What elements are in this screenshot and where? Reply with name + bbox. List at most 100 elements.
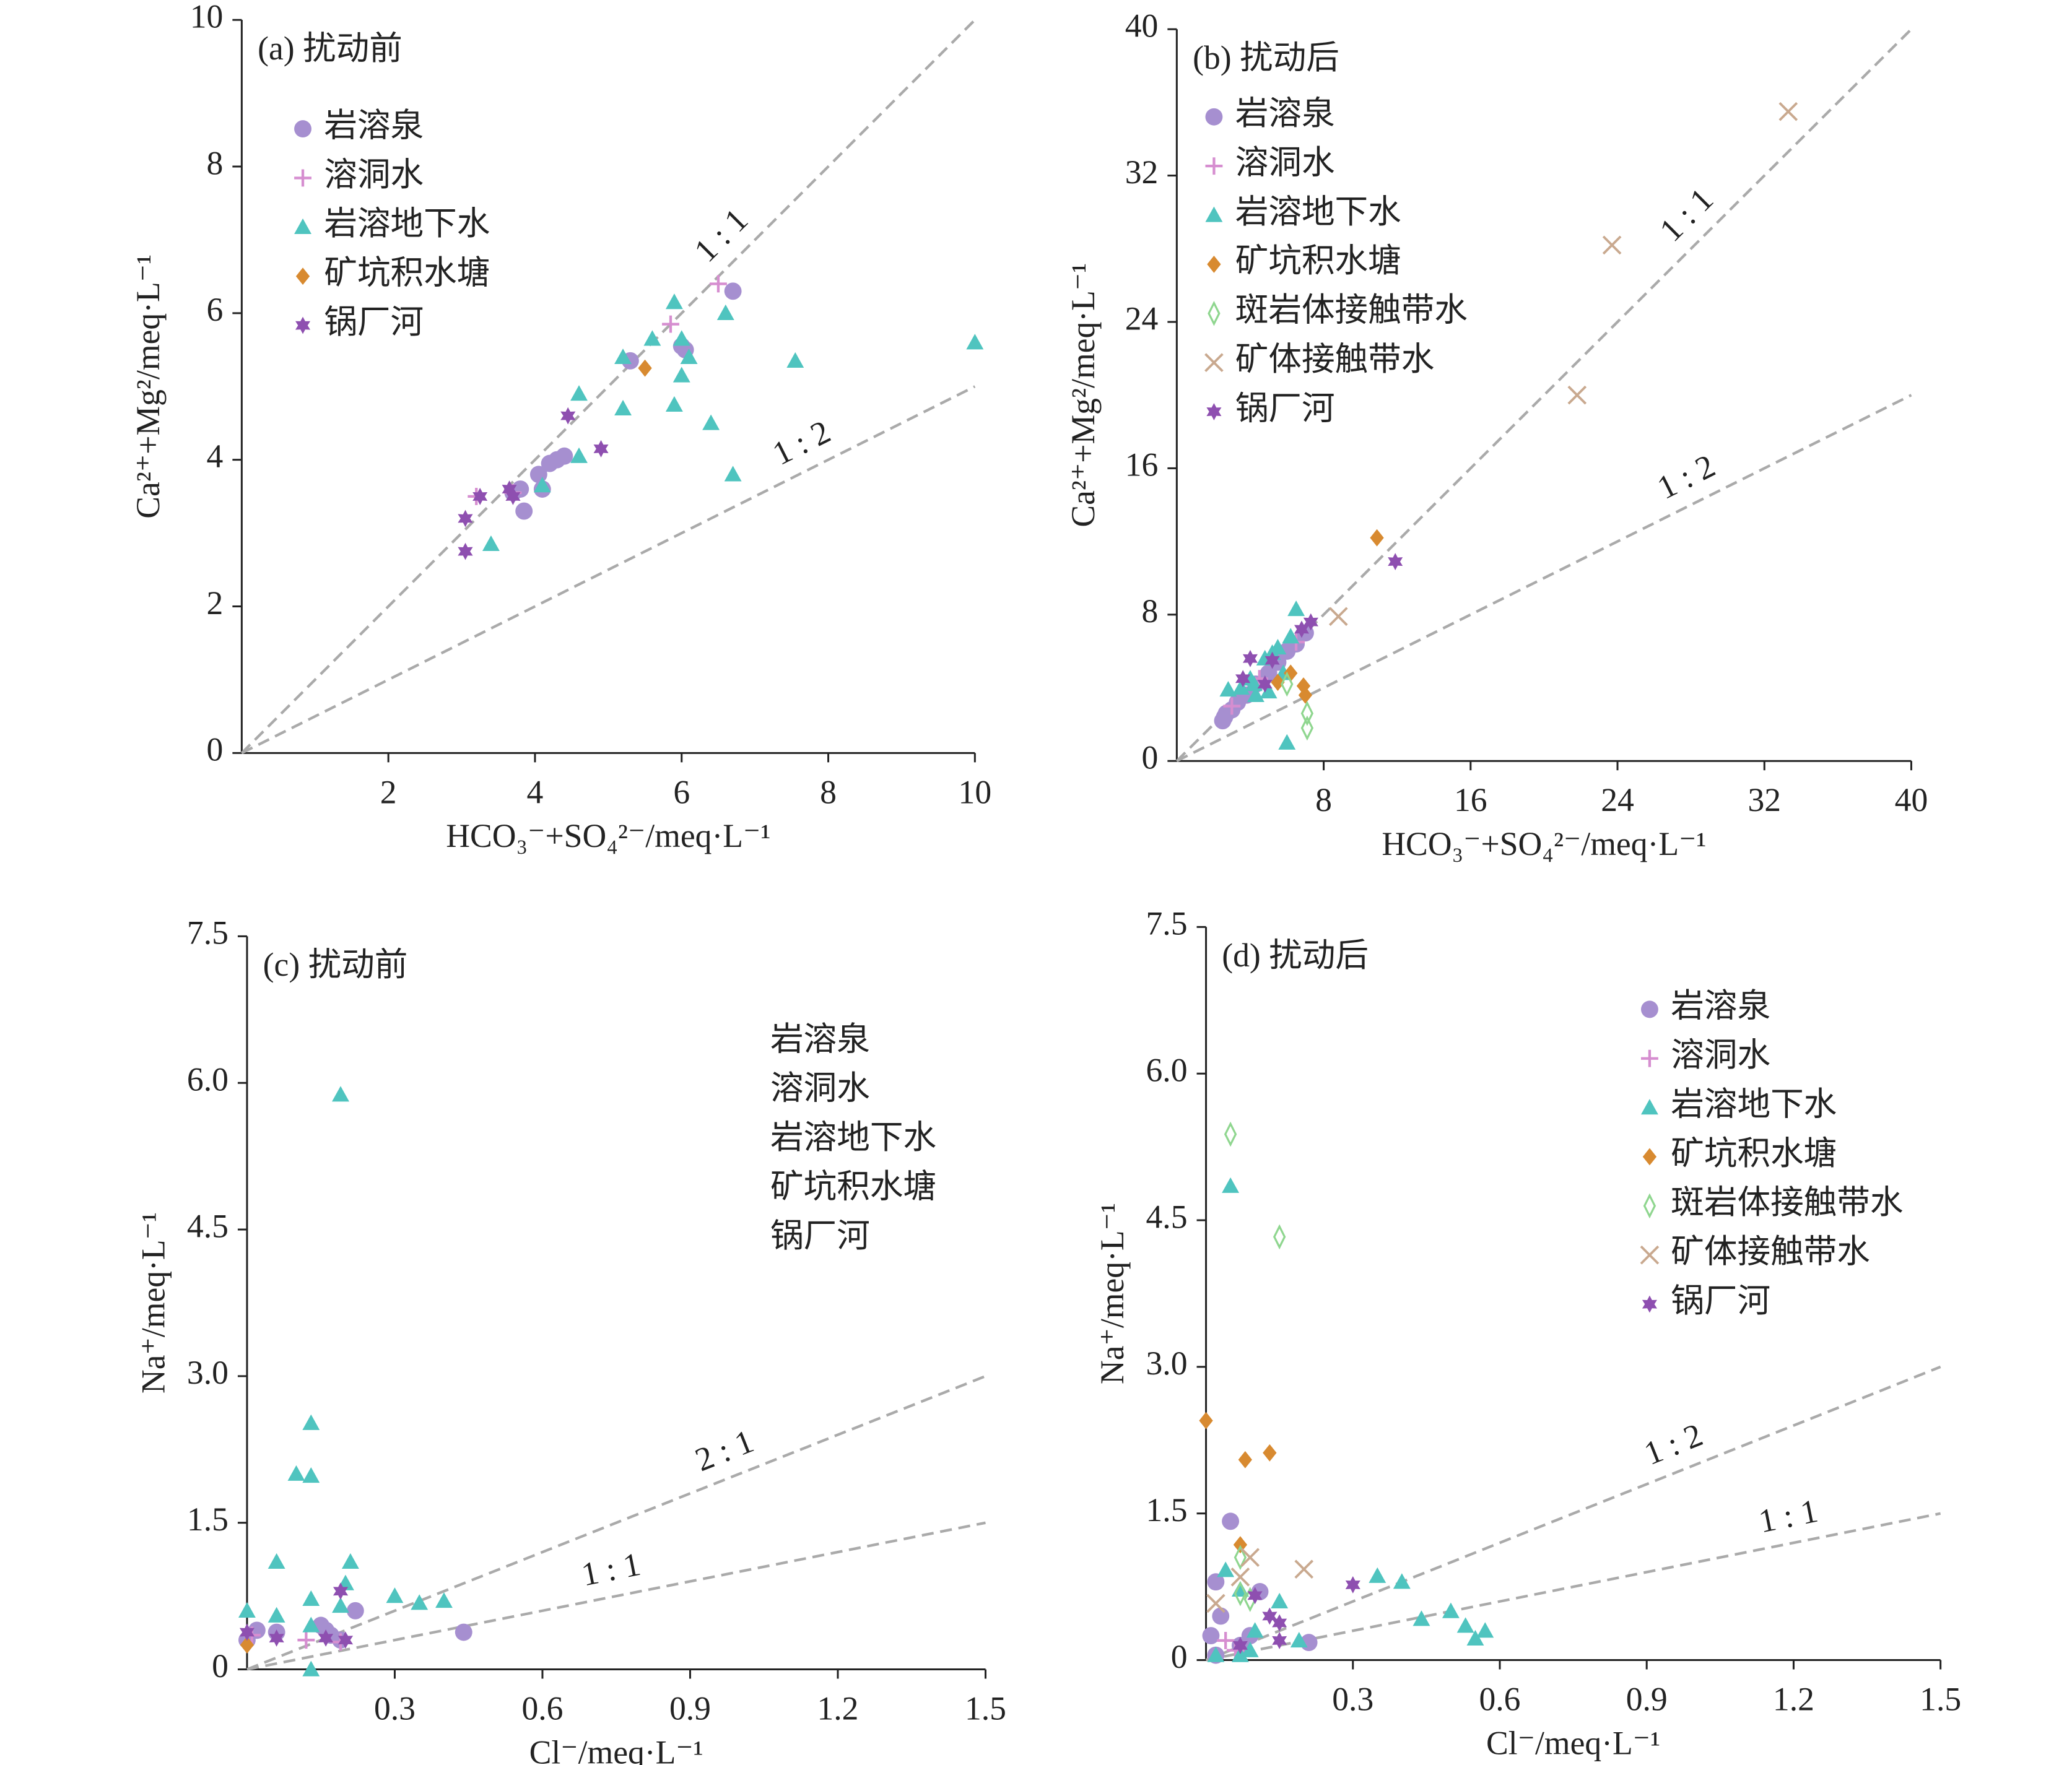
point <box>665 396 683 412</box>
legend-label: 锅厂河 <box>770 1217 870 1254</box>
legend-label: 矿坑积水塘 <box>1671 1135 1837 1172</box>
legend-marker <box>1640 1000 1658 1018</box>
point <box>1246 1622 1264 1638</box>
point <box>638 359 652 377</box>
point <box>1207 1573 1225 1591</box>
x-tick-label: 1.5 <box>1920 1680 1961 1717</box>
x-axis-label: HCO₃⁻+SO₄²⁻/meq·L⁻¹ <box>1382 825 1706 862</box>
point <box>1298 686 1313 704</box>
point <box>472 487 488 505</box>
point <box>1273 1224 1286 1250</box>
point <box>614 399 632 415</box>
y-tick-label: 2 <box>207 584 224 622</box>
y-tick-label: 4 <box>207 438 224 475</box>
legend-marker <box>1640 1099 1658 1115</box>
point <box>702 414 720 430</box>
legend-label: 矿坑积水塘 <box>324 254 490 292</box>
y-tick-label: 32 <box>1125 154 1159 191</box>
point <box>318 1629 334 1647</box>
reference-line <box>1176 394 1912 763</box>
point <box>502 480 517 498</box>
point <box>302 1590 320 1607</box>
reference-line <box>246 1374 986 1671</box>
x-tick-label: 0.3 <box>1332 1680 1373 1717</box>
point <box>1222 1512 1240 1530</box>
point <box>1287 600 1305 617</box>
panel-title: (a) 扰动前 <box>258 30 403 67</box>
point <box>1224 1121 1237 1147</box>
x-tick-label: 0.6 <box>1479 1680 1520 1717</box>
point <box>1345 1576 1360 1594</box>
panel-title: (c) 扰动前 <box>263 946 408 983</box>
point <box>505 487 521 505</box>
point <box>337 1631 354 1649</box>
x-tick-label: 1.5 <box>965 1690 1006 1727</box>
reference-line <box>1206 1512 1941 1662</box>
reference-label: 1 : 1 <box>687 201 755 269</box>
legend-marker <box>1206 403 1222 420</box>
point <box>386 1587 404 1603</box>
point <box>673 366 690 383</box>
reference-label: 1 : 1 <box>578 1545 643 1593</box>
legend-label: 岩溶地下水 <box>1671 1085 1837 1122</box>
y-axis-label: Na⁺/meq·L⁻¹ <box>134 1212 172 1394</box>
legend-label: 矿坑积水塘 <box>1235 242 1401 279</box>
y-tick-label: 10 <box>190 0 224 35</box>
y-tick-label: 3.0 <box>187 1354 229 1391</box>
y-axis-label: Ca²⁺+Mg²/meq·L⁻¹ <box>129 254 167 519</box>
x-axis-label: Cl⁻/meq·L⁻¹ <box>529 1733 703 1765</box>
legend-label: 岩溶泉 <box>1235 95 1335 132</box>
legend-label: 溶洞水 <box>1235 144 1335 181</box>
point <box>1284 664 1298 682</box>
point <box>515 502 533 520</box>
point <box>332 1086 349 1102</box>
x-tick-label: 0.3 <box>374 1690 416 1727</box>
x-tick-label: 24 <box>1601 781 1634 818</box>
point <box>1234 1581 1247 1607</box>
reference-label: 1 : 2 <box>1652 447 1721 506</box>
point <box>1232 679 1250 695</box>
x-tick-label: 1.2 <box>1773 1680 1814 1717</box>
y-tick-label: 0 <box>212 1647 229 1685</box>
point <box>1247 686 1265 702</box>
x-tick-label: 40 <box>1895 781 1928 818</box>
point <box>458 510 473 527</box>
legend-marker <box>1640 1245 1660 1265</box>
point <box>458 542 473 560</box>
panel-title: (b) 扰动后 <box>1193 39 1339 76</box>
point <box>560 407 576 425</box>
point <box>333 1582 349 1600</box>
point <box>1263 1444 1277 1462</box>
legend-label: 矿体接触带水 <box>1671 1233 1870 1270</box>
point <box>1217 1561 1235 1577</box>
y-tick-label: 16 <box>1125 446 1159 484</box>
point <box>482 535 500 552</box>
legend-marker <box>295 316 311 334</box>
point <box>1238 1451 1252 1468</box>
x-tick-label: 10 <box>959 773 992 810</box>
point <box>643 330 661 346</box>
point <box>332 1597 349 1613</box>
point <box>1257 675 1273 693</box>
x-tick-label: 4 <box>527 773 544 810</box>
x-tick-label: 8 <box>820 773 837 810</box>
legend-label: 溶洞水 <box>1671 1036 1770 1073</box>
legend-marker <box>294 120 311 138</box>
x-tick-label: 6 <box>673 773 690 810</box>
legend-marker <box>294 218 311 234</box>
x-axis-label: HCO₃⁻+SO₄²⁻/meq·L⁻¹ <box>446 817 770 854</box>
point <box>1271 1592 1289 1608</box>
point <box>268 1607 285 1623</box>
point <box>1393 1573 1411 1589</box>
point <box>1300 715 1314 741</box>
point <box>662 315 679 333</box>
y-tick-label: 6 <box>207 291 224 328</box>
y-tick-label: 3.0 <box>1146 1345 1188 1382</box>
point <box>302 1414 320 1430</box>
point <box>1466 1629 1484 1646</box>
point <box>966 334 984 350</box>
legend-marker <box>294 169 311 187</box>
point <box>239 1623 255 1641</box>
legend-marker <box>1207 255 1221 273</box>
